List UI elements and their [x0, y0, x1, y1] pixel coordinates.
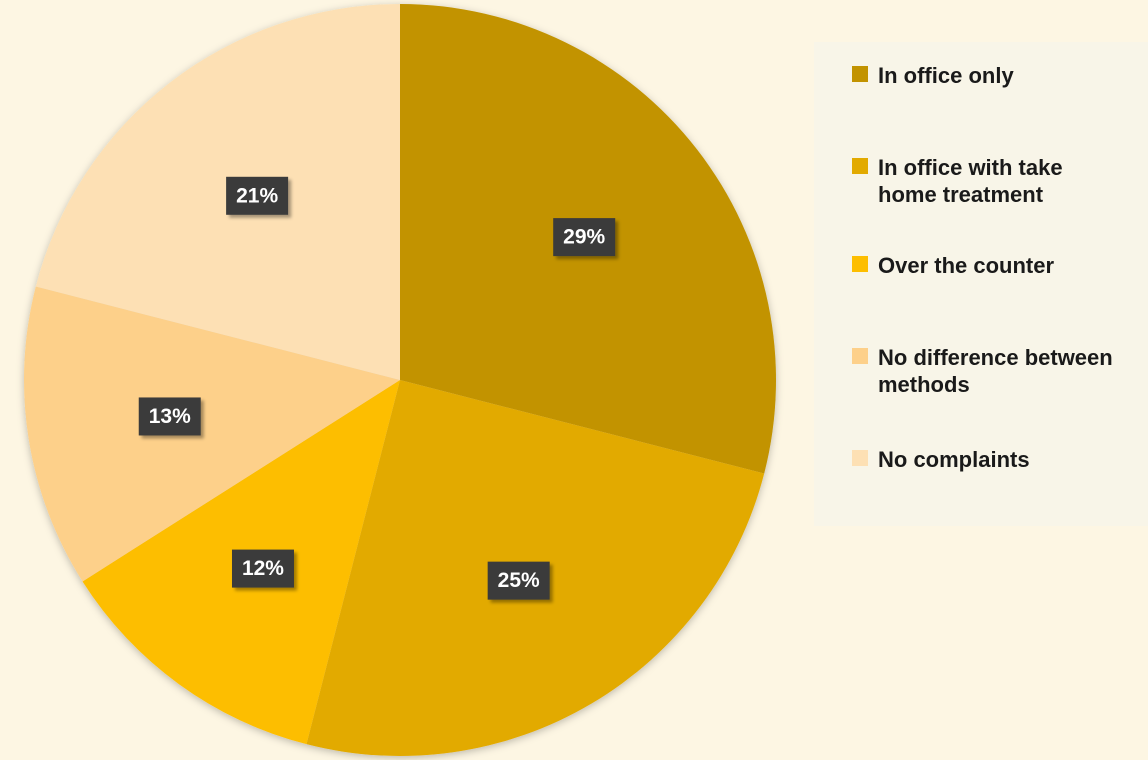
- legend-swatch: [852, 450, 868, 466]
- data-label-text: 13%: [149, 405, 191, 428]
- legend-swatch: [852, 256, 868, 272]
- legend-label: No complaints: [878, 447, 1030, 472]
- legend-entry-in-office-only: In office only: [852, 62, 1148, 89]
- legend-label: Over the counter: [878, 253, 1055, 278]
- data-label-text: 29%: [563, 226, 605, 249]
- data-label-2: 12%: [231, 549, 294, 588]
- data-label-box: [487, 561, 550, 600]
- pie-plot-area: 29% 25% 12% 13% 21%: [24, 4, 776, 756]
- data-label-box: [231, 549, 294, 588]
- legend-swatch: [852, 348, 868, 364]
- data-label-1: 25%: [487, 561, 550, 600]
- legend-swatch: [852, 158, 868, 174]
- legend-entry-no-complaints: No complaints: [852, 446, 1148, 473]
- pie-slice-4: [35, 4, 400, 380]
- data-label-3: 13%: [138, 397, 201, 436]
- data-label-text: 25%: [498, 569, 540, 592]
- legend-entry-no-difference: No difference between methods: [852, 344, 1128, 398]
- data-label-0: 29%: [553, 218, 616, 257]
- data-label-box: [226, 176, 289, 215]
- data-label-text: 21%: [236, 184, 278, 207]
- data-label-box: [553, 218, 616, 257]
- legend-label: In office only: [878, 63, 1014, 88]
- legend-label: In office with take home treatment: [878, 155, 1063, 207]
- data-label-text: 12%: [242, 557, 284, 580]
- legend-swatch: [852, 66, 868, 82]
- pie-slice-3: [24, 286, 401, 582]
- data-label-box: [138, 397, 201, 436]
- legend-label: No difference between methods: [878, 345, 1113, 397]
- legend-entry-over-the-counter: Over the counter: [852, 252, 1148, 279]
- legend: In office only In office with take home …: [814, 42, 1148, 526]
- data-label-4: 21%: [226, 176, 289, 215]
- legend-entry-in-office-take-home: In office with take home treatment: [852, 154, 1108, 208]
